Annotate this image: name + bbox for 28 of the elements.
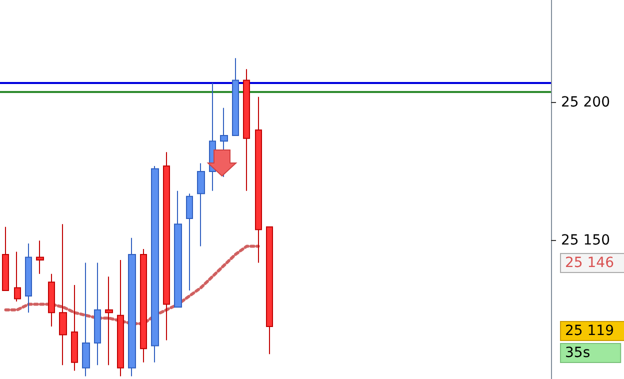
candlestick	[232, 58, 239, 136]
candlestick	[48, 273, 55, 327]
candlestick	[266, 226, 273, 355]
line-series	[4, 244, 260, 326]
candlestick	[197, 162, 205, 247]
y-tick-label: 25 200	[561, 94, 610, 110]
candlestick	[2, 226, 9, 291]
candlestick	[25, 242, 32, 314]
candlestick	[255, 96, 262, 264]
candlestick	[186, 193, 193, 291]
candlestick	[243, 68, 250, 192]
text: 25 119	[565, 323, 614, 339]
candlestick	[14, 251, 21, 302]
candlestick	[71, 284, 78, 372]
candlestick	[36, 240, 44, 274]
candlestick	[128, 237, 136, 377]
text: 35s	[565, 345, 590, 361]
candlestick	[82, 262, 90, 377]
candlestick	[105, 276, 113, 366]
candlestick	[151, 165, 159, 363]
candlestick	[59, 224, 67, 366]
candlestick	[163, 152, 170, 341]
candlestick	[174, 190, 182, 308]
candlestick	[94, 262, 101, 366]
candlestick	[117, 260, 124, 377]
candlestick	[140, 248, 147, 363]
y-tick-label: 25 150	[561, 232, 610, 249]
text: 25 146	[565, 255, 614, 271]
